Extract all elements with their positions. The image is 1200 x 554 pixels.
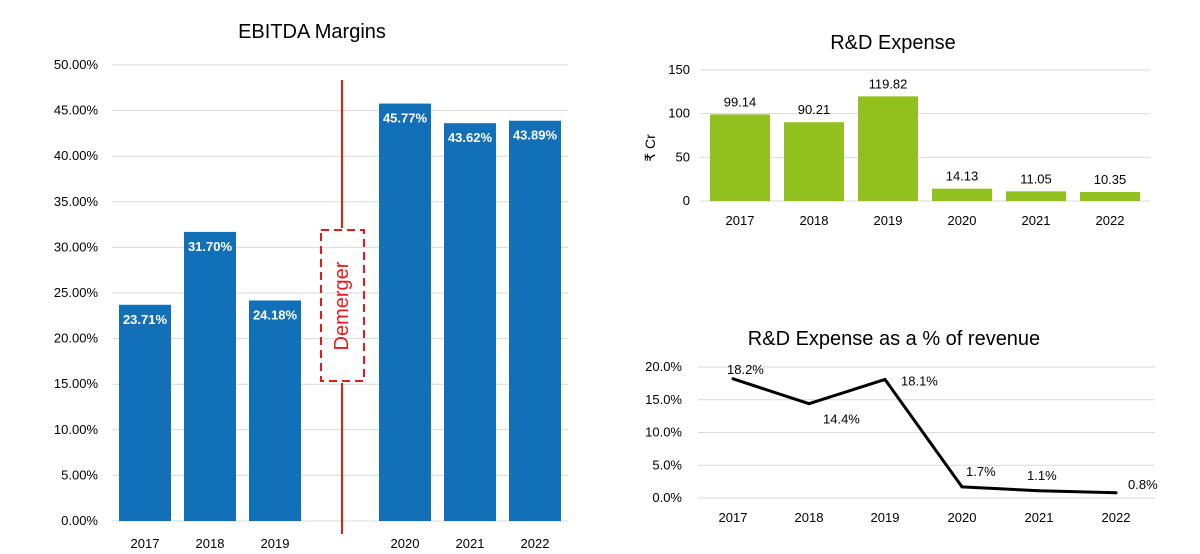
rd-pct-line-series: 18.2% 14.4% 18.1% 1.7% 1.1% 0.8%: [727, 362, 1158, 495]
rd-expense-y-tick: 50: [676, 149, 690, 164]
rd-expense-bar: [1080, 191, 1140, 201]
ebitda-y-tick: 15.00%: [54, 376, 99, 391]
rd-pct-data-label: 18.1%: [901, 373, 938, 388]
rd-pct-y-axis: 0.0% 5.0% 10.0% 15.0% 20.0%: [645, 359, 682, 505]
rd-pct-data-label: 0.8%: [1128, 477, 1158, 492]
demerger-box: [320, 229, 365, 382]
rd-expense-bar: [784, 122, 844, 201]
rd-pct-x-tick: 2021: [1025, 510, 1054, 525]
rd-pct-data-label: 14.4%: [823, 412, 860, 427]
ebitda-x-tick: 2022: [521, 536, 550, 551]
rd-expense-bar: [932, 188, 992, 201]
ebitda-y-tick: 5.00%: [61, 467, 98, 482]
ebitda-bar: [184, 231, 236, 521]
rd-pct-point: [1037, 489, 1041, 493]
rd-pct-x-tick: 2022: [1102, 510, 1131, 525]
ebitda-data-label: 43.62%: [448, 130, 493, 145]
rd-expense-gridlines: [700, 69, 1150, 202]
ebitda-y-tick: 0.00%: [61, 513, 98, 528]
rd-expense-data-label: 10.35: [1094, 172, 1127, 187]
ebitda-bar: [119, 304, 171, 521]
rd-pct-x-tick: 2018: [795, 510, 824, 525]
rd-expense-y-tick: 0: [683, 193, 690, 208]
ebitda-bars: 23.71% 31.70% 24.18% 45.77% 43.62% 43.89%: [119, 103, 561, 521]
rd-expense-y-axis: 0 50 100 150: [668, 62, 690, 208]
ebitda-data-label: 31.70%: [188, 239, 233, 254]
rd-pct-y-tick: 5.0%: [652, 457, 682, 472]
rd-expense-data-label: 99.14: [724, 94, 757, 109]
ebitda-data-label: 43.89%: [513, 128, 558, 143]
rd-pct-line: [732, 377, 1117, 495]
ebitda-data-label: 23.71%: [123, 312, 168, 327]
rd-pct-data-label: 18.2%: [727, 362, 764, 377]
demerger-label: Demerger: [331, 261, 353, 350]
rd-pct-chart: R&D Expense as a % of revenue 0.0% 5.0% 10…: [645, 328, 1158, 525]
rd-expense-chart: R&D Expense ₹ Cr 0 50 100 150 99.14 90.21 119…: [642, 32, 1150, 228]
rd-expense-data-label: 14.13: [946, 169, 979, 184]
rd-pct-x-tick: 2019: [871, 510, 900, 525]
rd-expense-y-tick: 100: [668, 106, 690, 121]
rd-pct-x-tick: 2017: [719, 510, 748, 525]
rd-pct-data-label: 1.1%: [1027, 468, 1057, 483]
rd-expense-x-tick: 2017: [726, 213, 755, 228]
rd-expense-x-tick: 2022: [1096, 213, 1125, 228]
ebitda-data-label: 45.77%: [383, 111, 428, 126]
ebitda-y-tick: 40.00%: [54, 148, 99, 163]
ebitda-bar: [249, 300, 301, 521]
ebitda-x-tick: 2020: [391, 536, 420, 551]
ebitda-x-axis: 2017 2018 2019 2020 2021 2022: [131, 536, 550, 551]
rd-expense-bars: 99.14 90.21 119.82 14.13 11.05 10.35: [710, 76, 1140, 201]
rd-pct-x-tick: 2020: [948, 510, 977, 525]
rd-expense-x-axis: 2017 2018 2019 2020 2021 2022: [726, 213, 1125, 228]
ebitda-bar: [379, 103, 431, 521]
ebitda-bar: [509, 120, 561, 521]
rd-expense-bar: [1006, 191, 1066, 201]
rd-pct-x-axis: 2017 2018 2019 2020 2021 2022: [719, 510, 1131, 525]
rd-expense-y-label: ₹ Cr: [642, 134, 658, 162]
ebitda-y-tick: 25.00%: [54, 285, 99, 300]
rd-pct-point: [807, 402, 811, 406]
ebitda-data-label: 24.18%: [253, 307, 298, 322]
rd-expense-bar: [710, 114, 770, 201]
rd-pct-point: [960, 485, 964, 489]
ebitda-x-tick: 2021: [456, 536, 485, 551]
rd-expense-x-tick: 2018: [800, 213, 829, 228]
ebitda-chart: EBITDA Margins 0.00% 5.00% 10.00% 15.00% 20.…: [54, 21, 568, 551]
ebitda-x-tick: 2018: [196, 536, 225, 551]
ebitda-x-tick: 2019: [261, 536, 290, 551]
rd-pct-y-tick: 15.0%: [645, 392, 682, 407]
rd-expense-x-tick: 2021: [1022, 213, 1051, 228]
ebitda-y-axis: 0.00% 5.00% 10.00% 15.00% 20.00% 25.00% 30.00%…: [54, 57, 99, 528]
ebitda-y-tick: 10.00%: [54, 422, 99, 437]
ebitda-y-tick: 30.00%: [54, 239, 99, 254]
rd-pct-y-tick: 0.0%: [652, 490, 682, 505]
rd-expense-x-tick: 2019: [874, 213, 903, 228]
ebitda-x-tick: 2017: [131, 536, 160, 551]
rd-pct-gridlines: [698, 366, 1155, 499]
demerger-annotation: Demerger: [320, 80, 365, 534]
rd-expense-title: R&D Expense: [830, 32, 956, 54]
rd-expense-data-label: 11.05: [1020, 171, 1052, 186]
rd-pct-y-tick: 20.0%: [645, 359, 682, 374]
rd-expense-x-tick: 2020: [948, 213, 977, 228]
ebitda-y-tick: 50.00%: [54, 57, 99, 72]
rd-pct-point: [883, 377, 887, 381]
rd-expense-data-label: 119.82: [869, 76, 908, 91]
rd-expense-y-tick: 150: [668, 62, 690, 77]
rd-pct-point: [731, 377, 735, 381]
ebitda-y-tick: 45.00%: [54, 103, 99, 118]
rd-expense-data-label: 90.21: [798, 102, 831, 117]
ebitda-y-tick: 20.00%: [54, 331, 99, 346]
ebitda-title: EBITDA Margins: [238, 21, 386, 43]
rd-expense-bar: [858, 96, 918, 201]
rd-pct-y-tick: 10.0%: [645, 425, 682, 440]
ebitda-y-tick: 35.00%: [54, 194, 99, 209]
ebitda-bar: [444, 123, 496, 521]
rd-pct-point: [1114, 491, 1118, 495]
rd-pct-title: R&D Expense as a % of revenue: [748, 328, 1040, 350]
rd-pct-data-label: 1.7%: [966, 464, 996, 479]
